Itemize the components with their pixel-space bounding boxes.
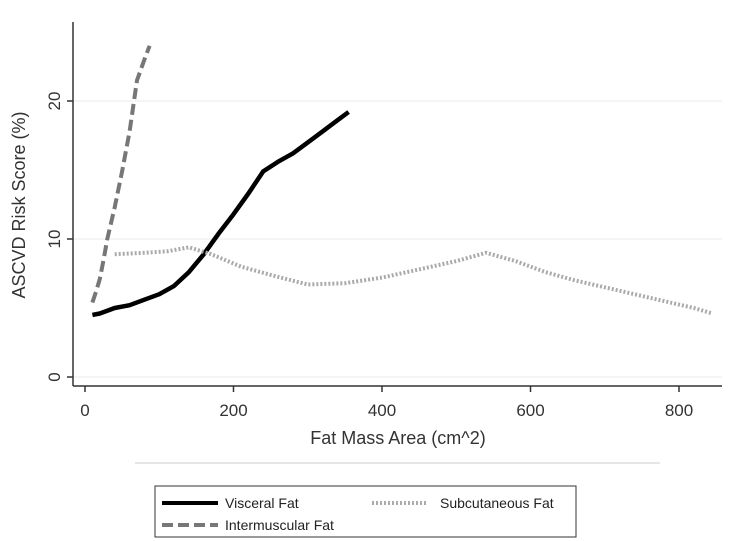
x-tick-label-200: 200	[219, 401, 247, 420]
plot-series	[90, 45, 713, 318]
series-line-visceral-fat	[91, 110, 350, 318]
y-axis-title: ASCVD Risk Score (%)	[9, 111, 29, 298]
legend-box	[154, 485, 577, 538]
x-tick-label-400: 400	[368, 401, 396, 420]
axes: 0 200 400 600 800 0 10 20	[45, 22, 722, 420]
x-tick-label-0: 0	[80, 401, 89, 420]
y-tick-label-0: 0	[45, 372, 64, 381]
legend-label-intermuscular-fat: Intermuscular Fat	[225, 517, 334, 533]
x-axis-title: Fat Mass Area (cm^2)	[310, 428, 485, 448]
series-line-subcutaneous-fat	[114, 245, 713, 316]
x-tick-label-600: 600	[516, 401, 544, 420]
legend: Visceral Fat Subcutaneous Fat Intermuscu…	[154, 485, 577, 538]
legend-label-visceral-fat: Visceral Fat	[225, 495, 299, 511]
gridlines	[73, 100, 722, 378]
x-tick-label-800: 800	[665, 401, 693, 420]
y-tick-label-10: 10	[45, 230, 64, 249]
y-tick-label-20: 20	[45, 92, 64, 111]
legend-label-subcutaneous-fat: Subcutaneous Fat	[440, 495, 554, 511]
series-line-intermuscular-fat	[90, 45, 152, 304]
